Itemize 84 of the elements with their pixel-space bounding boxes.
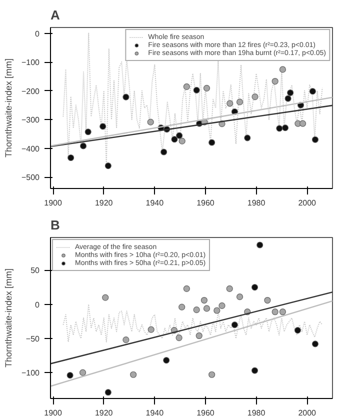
point [251,284,258,291]
y-tick-label: 50 [30,266,40,276]
point [163,357,170,364]
x-tick-label: 2000 [298,198,317,208]
y-axis-title: Thornthwaite-index [mm] [3,268,14,368]
x-tick-label: 1960 [196,408,215,418]
point [272,308,278,316]
line-series [62,304,323,342]
chart-title: A [50,8,60,22]
point [80,142,87,150]
point [122,336,130,344]
x-tick-label: 1920 [94,198,114,208]
point [79,369,86,376]
point [104,389,112,396]
point [226,100,234,107]
point [203,305,210,312]
point [193,86,200,94]
x-tick-label: 1940 [146,198,164,208]
y-tick-label: −400 [21,144,40,154]
point [252,93,258,100]
point [178,304,186,310]
point [256,242,264,248]
point [183,83,190,90]
point [104,162,112,170]
y-tick-label: 0 [35,29,40,38]
point [208,139,216,146]
chart-title: B [50,218,60,232]
y-tick-label: 0 [35,300,40,310]
x-tick-label: 2000 [298,408,317,418]
x-tick-label: 1960 [196,198,215,208]
point [282,124,289,132]
point [218,302,226,310]
point [236,98,244,106]
point [100,123,106,130]
y-axis-title: Thornthwaite-index [mm] [3,58,14,158]
point [147,118,154,126]
point [294,326,301,334]
point [272,78,278,85]
y-tick-label: −300 [21,116,40,124]
point [276,125,283,132]
point [171,136,178,143]
y-tick-label: −500 [21,173,40,182]
point [226,285,233,292]
point [122,94,130,100]
point [176,132,183,139]
y-tick-label: −100 [21,58,40,67]
y-tick-label: −50 [26,334,40,344]
point [102,294,109,301]
point [130,371,137,378]
point [208,371,216,378]
point [200,296,208,304]
point [279,308,286,316]
y-tick-label: −200 [21,86,40,96]
point [178,138,186,144]
point [203,84,210,92]
x-tick-label: 1920 [94,408,114,418]
x-tick-label: 1900 [44,408,62,418]
x-tick-label: 1980 [247,408,266,418]
point [148,326,154,333]
point [264,296,271,304]
point [284,95,292,102]
point [193,306,200,314]
point [251,367,258,374]
point [287,89,294,96]
point [66,372,74,379]
x-tick-label: 1980 [247,198,266,208]
point [84,128,92,136]
point [176,334,182,342]
point [244,134,251,142]
x-tick-label: 1900 [44,198,62,208]
point [279,66,286,73]
point [68,154,74,162]
point [312,340,319,348]
point [299,120,306,127]
y-tick-label: −100 [21,368,40,378]
point [214,307,220,314]
point [312,136,319,143]
point [231,322,238,328]
point [183,285,190,292]
point [309,88,316,95]
point [160,148,168,156]
point [236,294,244,300]
point [196,332,202,340]
x-tick-label: 1940 [146,408,164,418]
